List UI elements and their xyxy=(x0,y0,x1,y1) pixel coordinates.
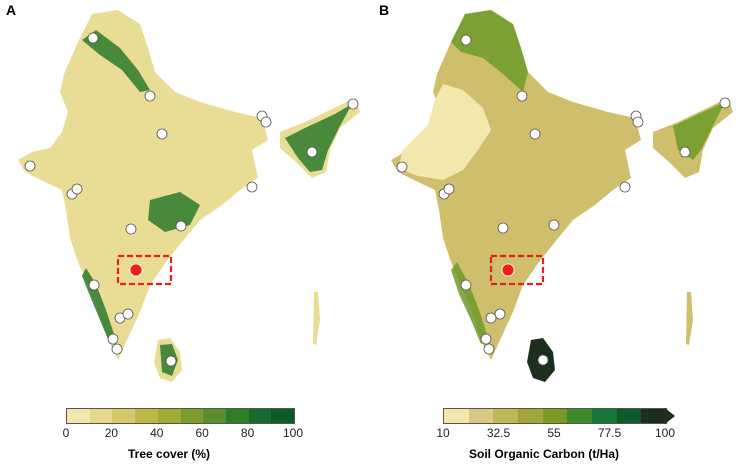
sample-point xyxy=(460,279,472,291)
soil-carbon-legend-title: Soil Organic Carbon (t/Ha) xyxy=(469,447,620,461)
central-forest xyxy=(148,192,200,232)
legend-swatch xyxy=(248,409,272,423)
legend-tick-label: 40 xyxy=(150,426,164,440)
sample-point xyxy=(480,333,492,345)
legend-tick-label: 77.5 xyxy=(597,426,622,440)
sample-points xyxy=(396,34,731,366)
legend-tick-label: 20 xyxy=(104,426,119,440)
sample-point xyxy=(156,128,168,140)
sample-point xyxy=(122,308,134,320)
western-ghats-high-carbon xyxy=(451,262,489,344)
legend-arrow-icon xyxy=(665,408,675,424)
legend-swatch xyxy=(271,409,295,423)
legend-tick-label: 32.5 xyxy=(486,426,511,440)
soil-carbon-legend-bar xyxy=(443,408,667,424)
northeast-high-carbon xyxy=(673,102,725,160)
legend-tick-label: 55 xyxy=(547,426,561,440)
andaman-islands xyxy=(686,292,693,345)
legend-swatch xyxy=(468,409,494,423)
legend-swatch xyxy=(203,409,226,423)
sample-point xyxy=(619,181,631,193)
sample-point xyxy=(497,222,509,234)
sample-point xyxy=(483,343,495,355)
northeast-forest xyxy=(285,104,352,172)
sample-point xyxy=(529,128,541,140)
india-mainland xyxy=(18,10,268,360)
tree-cover-legend-bar xyxy=(66,408,295,424)
sample-point xyxy=(24,160,36,172)
legend-swatch xyxy=(493,409,519,423)
sample-point xyxy=(246,181,258,193)
panel-soil-organic-carbon: B xyxy=(373,0,745,464)
sample-point xyxy=(88,279,100,291)
sample-point xyxy=(494,308,506,320)
legend-swatch xyxy=(180,409,204,423)
sample-point xyxy=(460,34,472,46)
sample-point xyxy=(165,355,177,367)
himalaya-high-carbon xyxy=(451,10,528,92)
legend-swatch xyxy=(67,409,90,423)
legend-swatch xyxy=(592,409,617,423)
legend-swatch xyxy=(518,409,543,423)
sample-point xyxy=(485,312,497,324)
tree-cover-legend-ticks: 0 20 40 60 80 100 xyxy=(62,426,303,442)
sample-point xyxy=(537,354,549,366)
soil-carbon-legend-ticks: 10 32.5 55 77.5 100 xyxy=(436,426,675,442)
legend-swatch xyxy=(157,409,181,423)
legend-tick-label: 0 xyxy=(62,426,70,440)
legend-swatch xyxy=(112,409,136,423)
study-site-box xyxy=(489,254,545,286)
legend-swatch xyxy=(542,409,568,423)
legend-tick-label: 80 xyxy=(240,426,255,440)
legend-swatch xyxy=(616,409,642,423)
legend-swatch xyxy=(135,409,158,423)
tree-cover-legend-title: Tree cover (%) xyxy=(128,447,211,461)
sample-point xyxy=(443,183,455,195)
panel-letter: B xyxy=(379,2,390,18)
sample-point xyxy=(347,98,359,110)
sample-point xyxy=(396,161,408,173)
sample-point xyxy=(632,116,644,128)
sample-point xyxy=(107,333,119,345)
legend-tick-label: 10 xyxy=(436,426,450,440)
legend-swatch xyxy=(641,409,667,423)
sample-point xyxy=(87,32,99,44)
sample-point xyxy=(71,183,83,195)
legend-tick-label: 100 xyxy=(654,426,676,440)
sample-point xyxy=(306,146,318,158)
panel-letter: A xyxy=(6,2,17,18)
thar-low-carbon xyxy=(398,84,491,180)
sample-points xyxy=(24,32,359,367)
sample-point xyxy=(719,97,731,109)
sample-point xyxy=(548,219,560,231)
legend-swatch xyxy=(89,409,113,423)
legend-swatch xyxy=(567,409,593,423)
india-tree-cover-map xyxy=(18,10,360,382)
legend-tick-label: 60 xyxy=(195,426,209,440)
sample-point xyxy=(679,146,691,158)
legend-swatch xyxy=(444,409,469,423)
sample-point xyxy=(175,220,187,232)
sample-point xyxy=(111,343,123,355)
india-soil-carbon-map xyxy=(391,10,733,382)
sample-point xyxy=(516,90,528,102)
himalaya-forest xyxy=(82,30,150,92)
study-site-marker xyxy=(501,263,515,277)
sample-point xyxy=(144,90,156,102)
panel-tree-cover: A xyxy=(0,0,372,464)
andaman-islands xyxy=(313,292,320,345)
study-site-marker xyxy=(129,263,143,277)
study-site-box xyxy=(116,254,173,286)
legend-swatch xyxy=(225,409,249,423)
sample-point xyxy=(260,116,272,128)
sample-point xyxy=(125,223,137,235)
legend-tick-label: 100 xyxy=(282,426,304,440)
